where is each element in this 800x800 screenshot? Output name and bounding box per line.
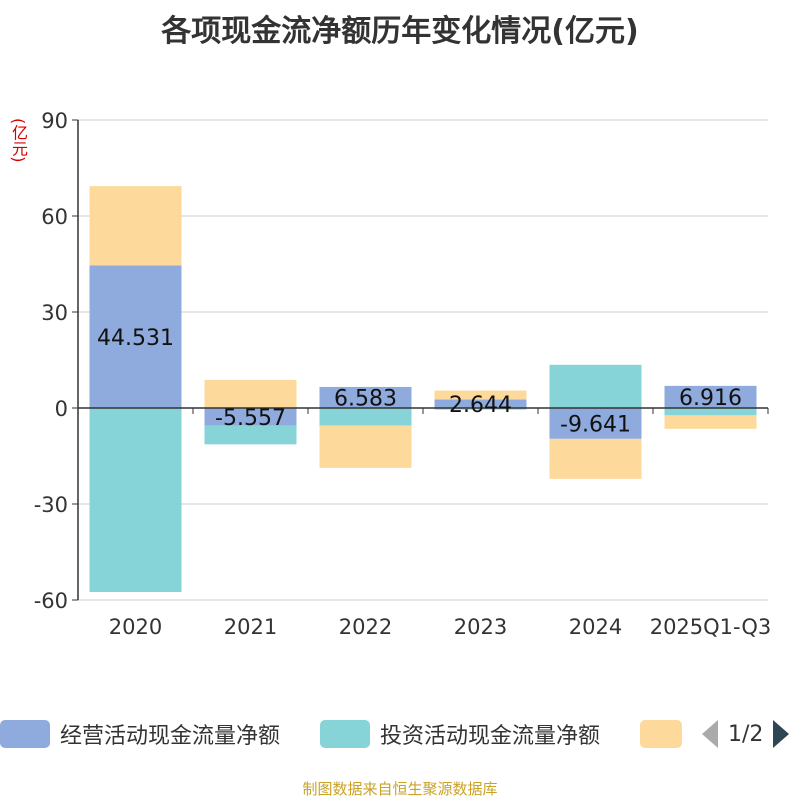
legend-swatch-investing [320,720,370,748]
bar-series0-2025Q1-Q3 [664,385,757,408]
x-tick-label: 2020 [109,615,162,639]
bar-series0-2024 [549,408,642,439]
pager-page-text: 1/2 [728,721,764,747]
legend-item-operating[interactable]: 经营活动现金流量净额 [0,712,280,756]
x-tick-label: 2022 [339,615,392,639]
legend-item-third[interactable] [640,712,682,756]
y-tick-label: 60 [41,205,68,229]
bar-series2-2023 [434,390,527,400]
pager-next-icon[interactable] [773,720,790,748]
bar-series1-2022 [319,408,412,426]
data-label: 44.531 [97,326,174,351]
legend: 经营活动现金流量净额 投资活动现金流量净额 1/2 [0,712,800,756]
legend-label-investing: 投资活动现金流量净额 [380,724,601,749]
bar-series2-2025Q1-Q3 [664,415,757,429]
y-tick-label: 0 [55,397,68,421]
data-label: 6.916 [679,386,742,411]
source-footer: 制图数据来自恒生聚源数据库 [302,780,498,798]
cash-flow-chart: -60 -30 0 30 60 90 2020 2021 2022 2023 2024 2025Q1-… [34,109,772,639]
bar-series0-2021 [204,408,297,426]
data-label: 2.644 [449,393,512,418]
legend-label-operating: 经营活动现金流量净额 [60,724,281,749]
bar-series1-2024 [549,364,642,408]
x-tick-label: 2025Q1-Q3 [650,615,772,639]
y-tick-label: -60 [34,589,68,613]
x-tick-label: 2024 [569,615,622,639]
legend-swatch-third [640,720,682,748]
bar-series0-2020 [89,265,182,408]
chart-title: 各项现金流净额历年变化情况(亿元) [161,14,639,49]
y-axis-unit: (亿元) [9,118,28,163]
y-tick-label: 90 [41,109,68,133]
y-tick-label: 30 [41,301,68,325]
bar-series2-2021 [204,379,297,408]
bar-series0-2023 [434,399,527,408]
bar-series2-2020 [89,186,182,266]
bar-series2-2024 [549,438,642,479]
bar-series1-2021 [204,425,297,445]
x-tick-label: 2021 [224,615,277,639]
bar-series2-2022 [319,425,412,468]
pager-prev-icon[interactable] [702,720,718,748]
bar-series1-2025Q1-Q3 [664,408,757,416]
bar-series1-2020 [89,408,182,592]
data-labels: 44.531 -5.557 6.583 2.644 -9.641 6.916 [97,326,742,438]
data-label: 6.583 [334,386,397,411]
bar-series1-2023 [434,408,527,410]
data-label: -5.557 [215,406,286,431]
data-label: -9.641 [560,412,631,437]
axes: -60 -30 0 30 60 90 2020 2021 2022 2023 2024 2025Q1-… [34,109,772,639]
legend-item-investing[interactable]: 投资活动现金流量净额 [320,712,600,756]
bar-series0-2022 [319,386,412,408]
x-tick-label: 2023 [454,615,507,639]
grid-lines [78,119,768,601]
legend-pager: 1/2 [702,712,790,756]
legend-swatch-operating [0,720,50,748]
y-tick-label: -30 [34,493,68,517]
bars [89,186,757,592]
